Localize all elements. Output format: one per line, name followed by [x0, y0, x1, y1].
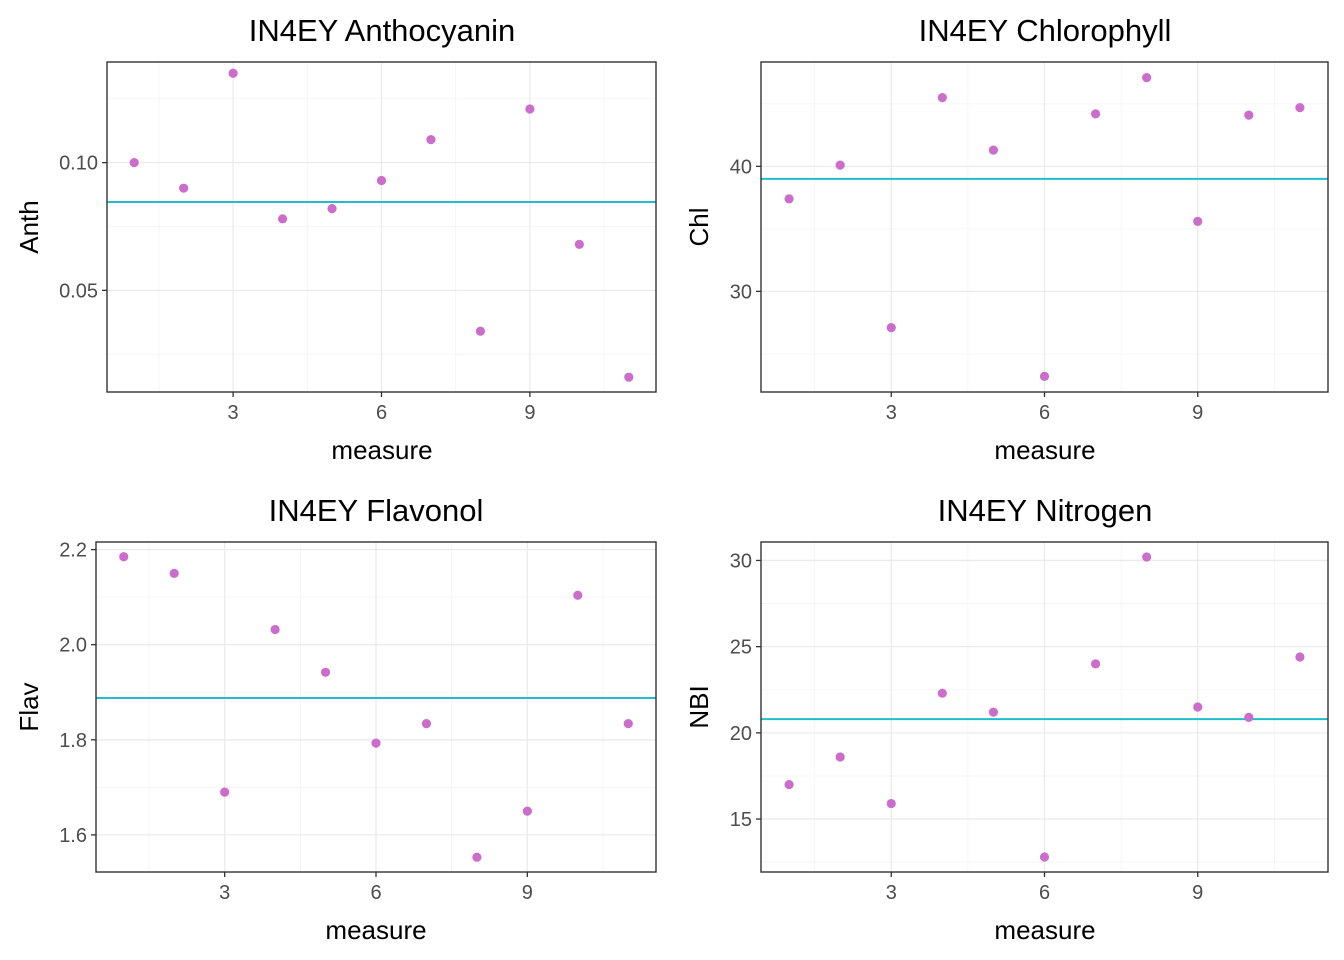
panel-flavonol: IN4EY Flavonol measure Flav 3 6 9 1.6 1.8 2.0…: [14, 493, 657, 945]
panel-title: IN4EY Nitrogen: [938, 493, 1153, 528]
x-axis-label: measure: [331, 435, 432, 465]
data-point: [426, 135, 436, 145]
panel-chlorophyll: IN4EY Chlorophyll measure Chl 3 6 9 30 40: [684, 13, 1329, 465]
x-tick-label: 3: [886, 402, 897, 424]
data-point: [1193, 216, 1203, 226]
data-point: [784, 779, 794, 790]
data-point: [119, 552, 129, 562]
x-tick-label: 9: [1192, 882, 1203, 904]
data-point: [937, 93, 947, 103]
x-axis-label: measure: [325, 915, 426, 945]
data-point: [886, 798, 896, 809]
y-axis-label: Flav: [14, 682, 44, 731]
y-tick-label: 30: [730, 550, 752, 572]
data-point: [1039, 371, 1050, 381]
data-point: [525, 104, 535, 114]
data-point: [835, 752, 845, 762]
data-point: [1142, 73, 1152, 83]
data-point: [270, 624, 280, 635]
data-point: [1295, 103, 1305, 113]
plot-area: [95, 541, 657, 873]
data-point: [1244, 712, 1254, 722]
data-point: [376, 175, 387, 186]
x-tick-label: 6: [1039, 402, 1050, 424]
y-tick-label: 0.10: [59, 153, 98, 175]
data-point: [179, 183, 189, 193]
panel-nitrogen: IN4EY Nitrogen measure NBI 3 6 9 15 20 25 30: [684, 493, 1329, 945]
data-point: [988, 145, 999, 155]
data-point: [1193, 702, 1203, 712]
data-point: [472, 852, 482, 862]
data-point: [1142, 552, 1152, 562]
data-point: [228, 68, 238, 78]
data-point: [327, 204, 337, 214]
data-point: [220, 787, 230, 797]
y-axis-label: Chl: [684, 207, 714, 246]
data-point: [886, 323, 896, 333]
data-point: [169, 568, 179, 578]
x-tick-label: 9: [522, 882, 533, 904]
data-point: [320, 667, 331, 677]
data-point: [1090, 659, 1101, 669]
panel-title: IN4EY Flavonol: [269, 493, 484, 528]
y-tick-label: 25: [730, 637, 752, 659]
data-point: [475, 326, 486, 336]
data-point: [277, 214, 288, 224]
panel-title: IN4EY Chlorophyll: [919, 13, 1172, 48]
data-point: [1244, 110, 1254, 120]
data-point: [1090, 109, 1101, 119]
panel-title: IN4EY Anthocyanin: [249, 13, 516, 48]
y-axis-label: NBI: [684, 685, 714, 728]
y-tick-label: 40: [730, 156, 752, 178]
data-point: [1039, 852, 1050, 862]
y-tick-label: 1.8: [59, 730, 87, 752]
panel-anthocyanin: IN4EY Anthocyanin measure Anth 3 6 9 0.05 0.…: [14, 13, 657, 465]
y-tick-label: 15: [730, 809, 752, 831]
x-tick-label: 3: [219, 882, 230, 904]
x-axis-label: measure: [994, 435, 1095, 465]
y-tick-label: 30: [730, 281, 752, 303]
x-tick-label: 6: [1039, 882, 1050, 904]
data-point: [371, 738, 381, 748]
y-axis-label: Anth: [14, 200, 44, 254]
data-point: [988, 707, 999, 717]
data-point: [624, 372, 634, 382]
x-tick-label: 6: [376, 402, 387, 424]
data-point: [129, 158, 139, 168]
x-axis-label: measure: [994, 915, 1095, 945]
data-point: [623, 719, 633, 729]
data-point: [1295, 652, 1305, 662]
x-tick-label: 3: [228, 402, 239, 424]
y-tick-label: 1.6: [59, 825, 87, 847]
x-tick-label: 9: [1192, 402, 1203, 424]
data-point: [522, 806, 532, 816]
y-tick-label: 2.2: [59, 540, 87, 562]
plot-area: [760, 541, 1329, 873]
plot-area: [106, 61, 657, 393]
data-point: [574, 239, 584, 249]
data-point: [573, 590, 583, 600]
data-point: [835, 160, 845, 170]
x-tick-label: 6: [370, 882, 381, 904]
plot-area: [760, 61, 1329, 393]
data-point: [421, 719, 432, 729]
data-point: [937, 688, 947, 698]
y-tick-label: 20: [730, 723, 752, 745]
data-point: [784, 194, 794, 204]
x-tick-label: 9: [524, 402, 535, 424]
y-tick-label: 2.0: [59, 635, 87, 657]
x-tick-label: 3: [886, 882, 897, 904]
y-tick-label: 0.05: [59, 280, 98, 302]
